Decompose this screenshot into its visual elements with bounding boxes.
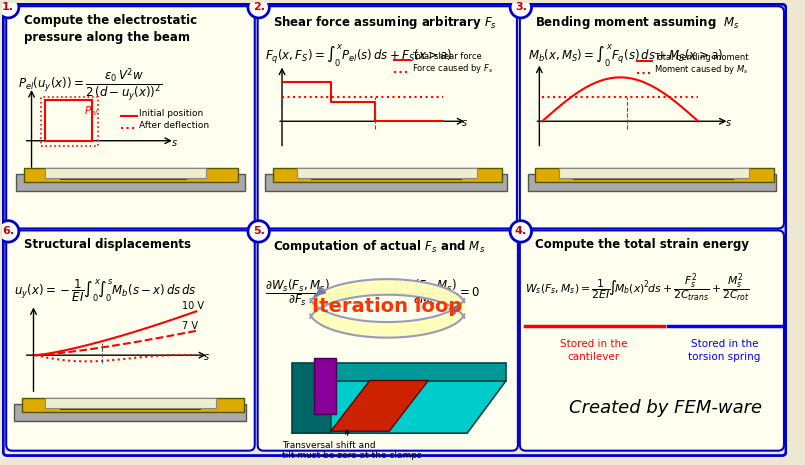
Text: Total shear force: Total shear force: [411, 53, 481, 61]
Polygon shape: [291, 380, 506, 433]
Text: 6.: 6.: [2, 226, 14, 236]
Text: $u_y(x) = -\dfrac{1}{EI}\int_0^x\!\int_0^s M_b(s-x)\,ds\,ds$: $u_y(x) = -\dfrac{1}{EI}\int_0^x\!\int_0…: [14, 277, 197, 304]
Text: Shear force assuming arbitrary $F_s$: Shear force assuming arbitrary $F_s$: [273, 14, 497, 31]
Bar: [535, 168, 774, 182]
Text: $P_{el}(u_y(x)) = \dfrac{\varepsilon_0\, V^2 w}{2\,(d - u_y(x))^2}$: $P_{el}(u_y(x)) = \dfrac{\varepsilon_0\,…: [18, 66, 162, 104]
Polygon shape: [331, 380, 428, 431]
Polygon shape: [314, 358, 336, 414]
Text: Structural displacements: Structural displacements: [23, 238, 191, 251]
Text: 1.: 1.: [2, 2, 14, 12]
Text: Force caused by $F_s$: Force caused by $F_s$: [411, 62, 493, 75]
Text: $\dfrac{\partial W_s(F_s,M_s)}{\partial F_s} = 0$: $\dfrac{\partial W_s(F_s,M_s)}{\partial …: [266, 277, 353, 308]
Polygon shape: [331, 363, 506, 380]
FancyBboxPatch shape: [520, 230, 784, 451]
Text: 4.: 4.: [514, 226, 527, 236]
Text: Stored in the
cantilever: Stored in the cantilever: [560, 339, 628, 362]
Bar: [22, 398, 244, 412]
Bar: [273, 168, 502, 182]
Bar: [297, 168, 477, 178]
Bar: [14, 404, 246, 421]
FancyBboxPatch shape: [258, 230, 518, 451]
Circle shape: [248, 221, 270, 242]
Bar: [559, 168, 749, 178]
Text: After deflection: After deflection: [138, 120, 208, 130]
Text: 5.: 5.: [253, 226, 265, 236]
Bar: [45, 100, 92, 141]
Text: 3.: 3.: [515, 2, 526, 12]
Text: Stored in the
torsion spring: Stored in the torsion spring: [688, 339, 761, 362]
Text: Bending moment assuming  $M_s$: Bending moment assuming $M_s$: [535, 14, 741, 31]
FancyBboxPatch shape: [520, 6, 784, 228]
Bar: [41, 97, 98, 146]
Text: Moment caused by $M_s$: Moment caused by $M_s$: [654, 63, 749, 76]
Text: $W_s(F_s,M_s) = \dfrac{1}{2EI}\!\int\! M_b(x)^2\!ds + \dfrac{F_s^2}{2C_{trans}} : $W_s(F_s,M_s) = \dfrac{1}{2EI}\!\int\! M…: [525, 272, 749, 304]
Bar: [266, 174, 507, 192]
Polygon shape: [291, 363, 331, 433]
Text: Compute the total strain energy: Compute the total strain energy: [535, 238, 749, 251]
Text: $P_{el}$: $P_{el}$: [85, 105, 99, 118]
FancyBboxPatch shape: [6, 230, 254, 451]
Bar: [60, 174, 187, 180]
Text: s: s: [725, 118, 731, 128]
Text: Initial position: Initial position: [138, 109, 203, 118]
Text: Created by FEM-ware: Created by FEM-ware: [568, 399, 762, 417]
Bar: [312, 174, 462, 180]
Circle shape: [510, 0, 531, 18]
Bar: [16, 174, 245, 192]
Text: s: s: [462, 118, 468, 128]
Bar: [527, 174, 776, 192]
FancyBboxPatch shape: [6, 6, 254, 228]
Circle shape: [248, 0, 270, 18]
FancyBboxPatch shape: [3, 4, 786, 456]
Bar: [45, 168, 206, 178]
Circle shape: [0, 0, 19, 18]
Circle shape: [510, 221, 531, 242]
Bar: [45, 398, 216, 408]
FancyBboxPatch shape: [258, 6, 517, 228]
Text: Iteration loop: Iteration loop: [312, 297, 462, 316]
Text: Computation of actual $F_s$ and $M_s$: Computation of actual $F_s$ and $M_s$: [273, 238, 485, 255]
Text: $F_q(x,F_S)=\int_0^x P_{el}(s)\,ds + F_S(x>a)$: $F_q(x,F_S)=\int_0^x P_{el}(s)\,ds + F_S…: [266, 43, 453, 69]
Text: s: s: [172, 138, 177, 147]
Circle shape: [0, 221, 19, 242]
Bar: [60, 404, 201, 410]
Text: Total bending moment: Total bending moment: [654, 53, 749, 62]
Bar: [23, 168, 238, 182]
Text: $M_b(x,M_S)=\int_0^x F_q(s)\,ds + M_S(x>a)$: $M_b(x,M_S)=\int_0^x F_q(s)\,ds + M_S(x>…: [527, 43, 723, 69]
Text: s: s: [204, 352, 209, 362]
Text: Transversal shift and
tilt must be zero at the clamps: Transversal shift and tilt must be zero …: [282, 430, 422, 460]
Text: 2.: 2.: [253, 2, 265, 12]
Text: $\dfrac{\partial W_s(F_s,M_s)}{\partial M_s} = 0$: $\dfrac{\partial W_s(F_s,M_s)}{\partial …: [392, 277, 481, 308]
Bar: [573, 174, 734, 180]
Text: 7 V: 7 V: [182, 321, 198, 331]
Text: 10 V: 10 V: [182, 301, 204, 312]
Text: Compute the electrostatic
pressure along the beam: Compute the electrostatic pressure along…: [23, 14, 197, 44]
